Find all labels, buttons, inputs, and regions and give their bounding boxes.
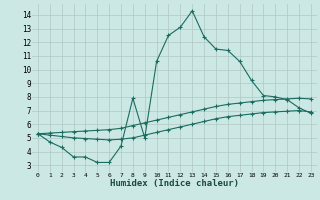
X-axis label: Humidex (Indice chaleur): Humidex (Indice chaleur) xyxy=(110,179,239,188)
